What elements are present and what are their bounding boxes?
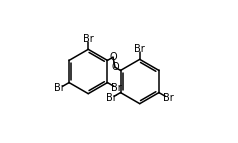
Text: O: O	[109, 52, 117, 62]
Text: Br: Br	[163, 93, 174, 103]
Text: Br: Br	[83, 34, 94, 44]
Text: Br: Br	[55, 83, 65, 93]
Text: Br: Br	[111, 83, 122, 93]
Text: Br: Br	[106, 93, 117, 103]
Text: O: O	[111, 62, 119, 72]
Text: Br: Br	[134, 44, 145, 54]
